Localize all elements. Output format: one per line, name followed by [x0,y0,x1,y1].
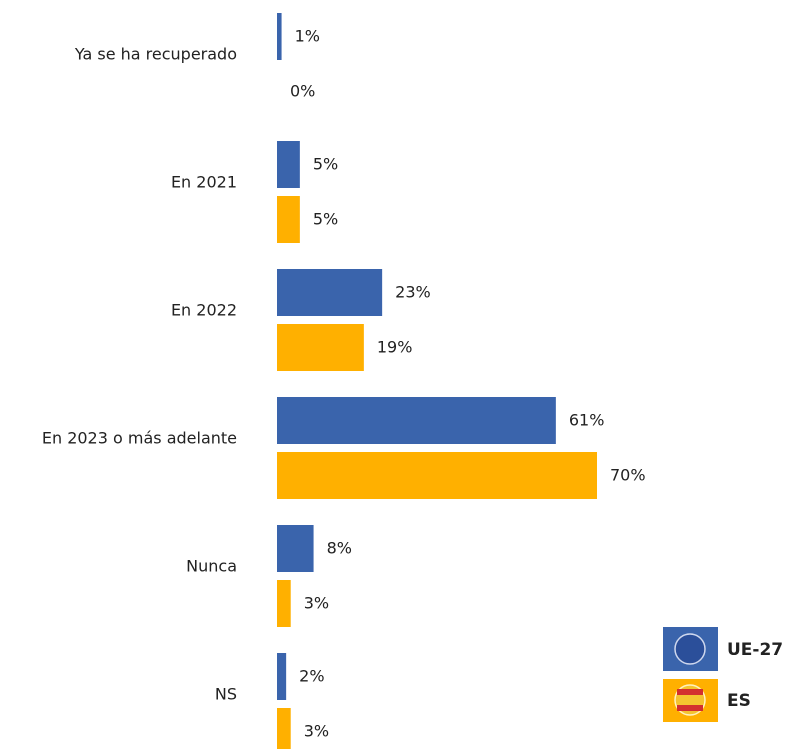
value-label: 3% [304,594,329,613]
category-label: NS [215,685,237,704]
value-label: 2% [299,667,324,686]
legend: UE-27 ES [663,627,783,722]
category-label: Nunca [186,557,237,576]
eu-flag-icon [674,633,706,665]
category-label: En 2023 o más adelante [42,429,237,448]
category-label: En 2021 [171,173,237,192]
bar [277,269,383,316]
category-label: Ya se ha recuperado [74,45,237,64]
bar [277,452,597,499]
value-label: 0% [290,82,315,101]
legend-label: UE-27 [727,640,783,660]
bar [277,141,300,188]
category-label: En 2022 [171,301,237,320]
value-label: 3% [304,722,329,741]
bar [277,708,291,749]
bar [277,653,287,700]
value-label: 61% [569,411,605,430]
value-label: 23% [395,283,431,302]
es-flag-stripe [677,689,703,695]
bar [277,196,300,243]
bar [277,13,282,60]
legend-label: ES [727,691,751,711]
value-label: 1% [295,27,320,46]
bar [277,580,291,627]
es-flag-stripe [677,705,703,711]
value-label: 8% [327,539,352,558]
value-label: 5% [313,210,338,229]
value-label: 19% [377,338,413,357]
bar [277,525,314,572]
bar [277,324,364,371]
value-label: 70% [610,466,646,485]
value-label: 5% [313,155,338,174]
bar [277,397,556,444]
